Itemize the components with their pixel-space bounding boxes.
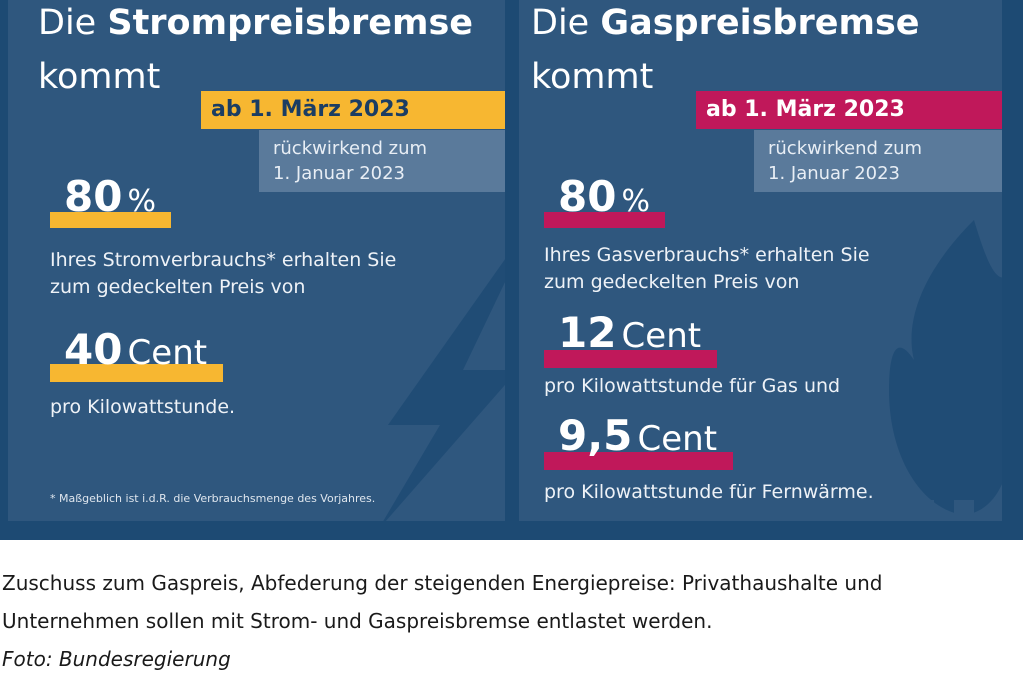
- strompreisbremse-panel: Die Strompreisbremse kommt ab 1. März 20…: [8, 0, 505, 521]
- gas-retro-line1: rückwirkend zum: [768, 138, 923, 159]
- image-caption: Zuschuss zum Gaspreis, Abfederung der st…: [2, 564, 1017, 678]
- strom-title-light: Die: [38, 3, 97, 43]
- gas-price1-desc: pro Kilowattstunde für Gas und: [544, 375, 841, 397]
- strom-price: 40 Cent: [64, 325, 207, 374]
- gas-price1-unit: Cent: [621, 316, 702, 356]
- gas-price2-desc: pro Kilowattstunde für Fernwärme.: [544, 481, 874, 503]
- gas-percent-sign: %: [621, 184, 651, 219]
- gas-percent-value: 80: [558, 172, 617, 221]
- caption-line2: Unternehmen sollen mit Strom- und Gaspre…: [2, 609, 713, 633]
- gas-title-bold: Gaspreisbremse: [600, 3, 920, 43]
- gas-price2-highlight: [544, 452, 733, 470]
- flame-icon: [889, 220, 1002, 521]
- gas-desc-line1: Ihres Gasverbrauchs* erhalten Sie: [544, 244, 870, 266]
- gas-description: Ihres Gasverbrauchs* erhalten Sie zum ge…: [544, 242, 870, 296]
- strom-title-bold: Strompreisbremse: [107, 3, 474, 43]
- gas-price2: 9,5 Cent: [558, 411, 717, 460]
- strom-desc-line2: zum gedeckelten Preis von: [50, 276, 306, 298]
- strom-footnote: * Maßgeblich ist i.d.R. die Verbrauchsme…: [50, 492, 376, 505]
- gas-percent-highlight: [544, 212, 665, 228]
- gas-price2-unit: Cent: [637, 419, 718, 459]
- gas-date-badge: ab 1. März 2023: [696, 91, 1002, 129]
- gas-price1: 12 Cent: [558, 308, 701, 357]
- gas-price1-value: 12: [558, 308, 617, 357]
- strom-price-unit: Cent: [127, 333, 208, 373]
- gas-title-line2: kommt: [531, 57, 654, 97]
- strom-percent-value: 80: [64, 172, 123, 221]
- infographic: Die Strompreisbremse kommt ab 1. März 20…: [0, 0, 1023, 540]
- gas-title: Die Gaspreisbremse: [531, 6, 920, 41]
- caption-line1: Zuschuss zum Gaspreis, Abfederung der st…: [2, 571, 883, 595]
- strom-percent: 80 %: [64, 172, 156, 221]
- strom-percent-sign: %: [127, 184, 157, 219]
- strom-percent-highlight: [50, 212, 171, 228]
- gas-retro-line2: 1. Januar 2023: [768, 163, 901, 184]
- gas-desc-line2: zum gedeckelten Preis von: [544, 271, 800, 293]
- strom-description: Ihres Stromverbrauchs* erhalten Sie zum …: [50, 247, 396, 301]
- strom-price-desc: pro Kilowattstunde.: [50, 396, 236, 418]
- strom-price-value: 40: [64, 325, 123, 374]
- gaspreisbremse-panel: Die Gaspreisbremse kommt ab 1. März 2023…: [519, 0, 1002, 521]
- gas-title-light: Die: [531, 3, 590, 43]
- photo-credit: Foto: Bundesregierung: [2, 647, 231, 671]
- strom-desc-line1: Ihres Stromverbrauchs* erhalten Sie: [50, 249, 397, 271]
- strom-retro-line2: 1. Januar 2023: [273, 163, 406, 184]
- gas-retro-box: rückwirkend zum 1. Januar 2023: [754, 130, 1002, 192]
- strom-title-line2: kommt: [38, 57, 161, 97]
- gas-price2-value: 9,5: [558, 411, 633, 460]
- strom-retro-box: rückwirkend zum 1. Januar 2023: [259, 130, 505, 192]
- strom-retro-line1: rückwirkend zum: [273, 138, 428, 159]
- strom-title: Die Strompreisbremse: [38, 6, 473, 41]
- gas-percent: 80 %: [558, 172, 650, 221]
- strom-date-badge: ab 1. März 2023: [201, 91, 505, 129]
- strom-price-highlight: [50, 364, 223, 382]
- gas-price1-highlight: [544, 350, 717, 368]
